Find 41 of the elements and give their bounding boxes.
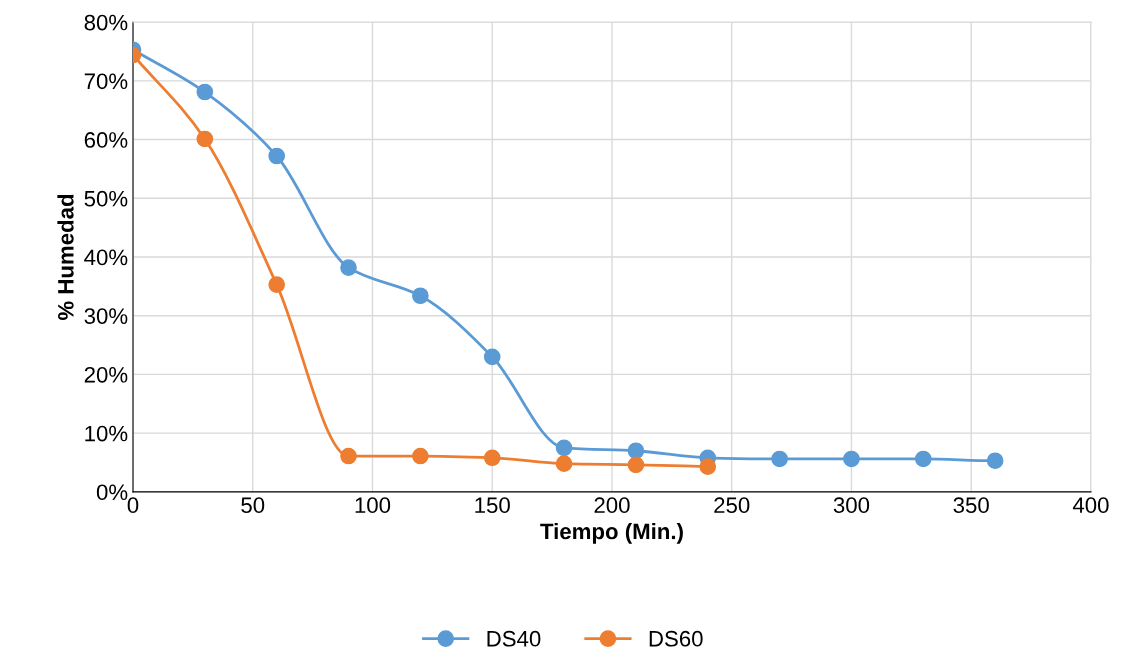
point [843,450,860,468]
point [196,130,214,148]
y-tick-label: 0% [96,484,128,501]
x-tick-label: 250 [714,497,750,514]
y-tick-label: 70% [84,73,128,90]
point [986,452,1004,470]
x-tick-label: 50 [241,497,265,514]
x-tick-label: 350 [953,497,989,514]
point [340,447,357,465]
point [196,83,214,101]
x-tick-label: 300 [833,497,870,514]
y-tick-label: 40% [84,249,128,266]
x-axis-title: Tiempo (Min.) [540,522,683,544]
point [771,450,788,468]
legend-label: DS60 [649,630,703,647]
point [340,259,357,276]
y-tick-label: 20% [84,366,128,383]
x-tick-label: 0 [127,497,139,514]
y-tick-label: 60% [84,132,128,148]
y-tick-label: 10% [85,425,128,442]
x-tick-label: 200 [594,497,630,514]
x-tick-label: 100 [355,497,391,514]
point [268,276,286,293]
y-axis-title: % Humedad [57,194,74,321]
point [699,458,717,475]
point [627,456,645,474]
point [268,147,286,165]
point [483,449,501,467]
point [627,442,645,460]
point [555,455,573,472]
y-tick-label: 80% [84,14,128,31]
point [412,287,429,305]
point [555,439,573,457]
point [483,348,501,366]
point [412,447,429,465]
x-tick-label: 150 [475,497,510,514]
y-tick-label: 50% [84,190,128,207]
legend-label: DS40 [487,630,541,647]
point [914,450,932,468]
y-tick-label: 30% [84,308,128,324]
x-tick-label: 400 [1072,497,1109,514]
